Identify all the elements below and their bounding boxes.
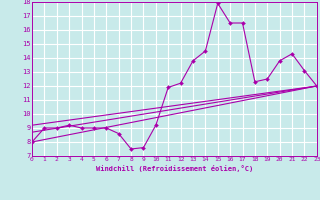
X-axis label: Windchill (Refroidissement éolien,°C): Windchill (Refroidissement éolien,°C) <box>96 165 253 172</box>
